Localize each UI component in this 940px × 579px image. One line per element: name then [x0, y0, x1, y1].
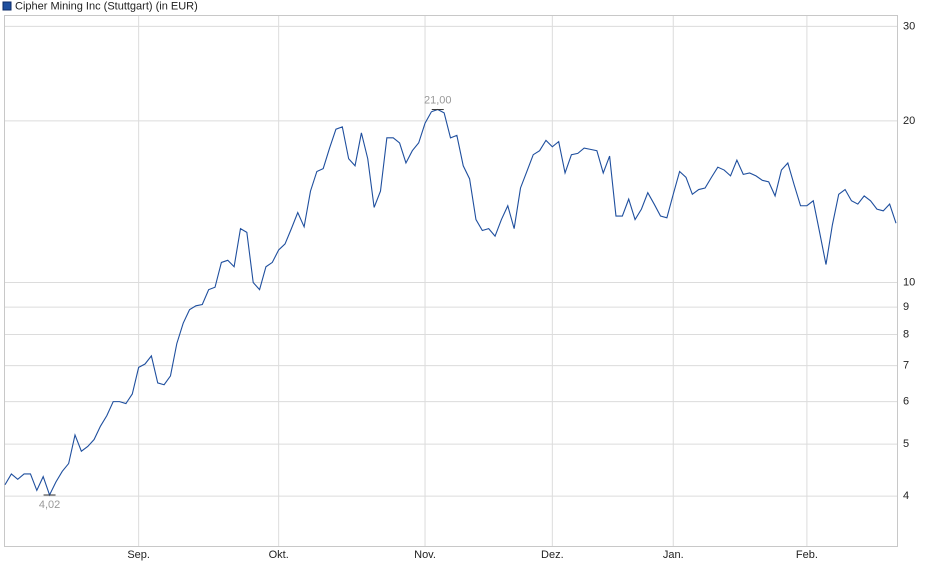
x-tick-label: Dez.: [541, 549, 564, 561]
y-tick-label: 10: [903, 276, 915, 288]
x-tick-label: Okt.: [269, 549, 289, 561]
annotation: 4,02: [39, 499, 60, 511]
x-tick-label: Feb.: [796, 549, 818, 561]
legend-swatch: [2, 1, 12, 11]
y-tick-label: 5: [903, 438, 909, 450]
y-tick-label: 6: [903, 396, 909, 408]
price-line: [4, 108, 897, 497]
annotation: 21,00: [424, 94, 452, 106]
y-tick-label: 8: [903, 328, 909, 340]
chart-title: Cipher Mining Inc (Stuttgart) (in EUR): [15, 0, 198, 12]
y-tick-label: 4: [903, 490, 909, 502]
y-tick-label: 30: [903, 20, 915, 32]
y-tick-label: 7: [903, 360, 909, 372]
x-tick-label: Sep.: [127, 549, 150, 561]
plot-frame: [4, 15, 898, 547]
y-tick-label: 9: [903, 301, 909, 313]
x-tick-label: Jan.: [663, 549, 684, 561]
y-tick-label: 20: [903, 115, 915, 127]
x-tick-label: Nov.: [414, 549, 436, 561]
